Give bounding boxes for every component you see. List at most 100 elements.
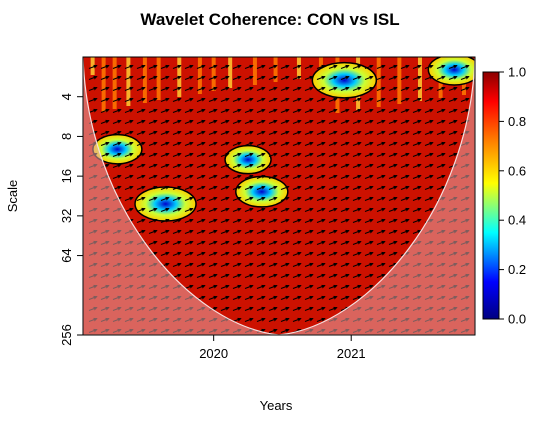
- phase-arrow: [448, 108, 458, 113]
- phase-arrow: [328, 240, 338, 245]
- phase-arrow: [124, 86, 134, 91]
- phase-arrow: [340, 130, 350, 135]
- phase-arrow: [232, 185, 242, 190]
- phase-arrow: [196, 108, 206, 113]
- phase-arrow: [136, 64, 146, 69]
- phase-arrow: [436, 64, 446, 69]
- phase-arrow: [340, 295, 350, 300]
- phase-arrow: [364, 108, 374, 113]
- phase-arrow: [256, 262, 266, 267]
- phase-arrow: [280, 119, 290, 124]
- phase-arrow: [196, 75, 206, 80]
- phase-arrow: [292, 229, 302, 234]
- phase-arrow: [208, 86, 218, 91]
- phase-arrow: [124, 163, 134, 168]
- phase-arrow: [256, 108, 266, 113]
- phase-arrow: [364, 163, 374, 168]
- phase-arrow: [364, 152, 374, 157]
- phase-arrow: [280, 97, 290, 102]
- phase-arrow: [184, 108, 194, 113]
- phase-arrow: [160, 64, 170, 69]
- phase-arrow: [304, 229, 314, 234]
- phase-arrow: [376, 174, 386, 179]
- colorbar-ticks: 0.0 0.2 0.4 0.6 0.8 1.0: [499, 65, 526, 327]
- phase-arrow: [364, 251, 374, 256]
- phase-arrow: [208, 152, 218, 157]
- phase-arrow: [376, 108, 386, 113]
- phase-arrow: [124, 185, 134, 190]
- x-axis-label: Years: [260, 398, 293, 413]
- phase-arrow: [112, 108, 122, 113]
- phase-arrow: [352, 262, 362, 267]
- phase-arrow: [268, 207, 278, 212]
- phase-arrow: [304, 174, 314, 179]
- phase-arrow: [232, 174, 242, 179]
- phase-arrow: [184, 240, 194, 245]
- phase-arrow: [148, 229, 158, 234]
- phase-arrow: [412, 229, 422, 234]
- phase-arrow: [376, 64, 386, 69]
- plot-frame: [82, 56, 476, 336]
- phase-arrow: [148, 64, 158, 69]
- phase-arrow: [280, 273, 290, 278]
- phase-arrow: [352, 174, 362, 179]
- y-tick-label: 32: [59, 209, 74, 223]
- phase-arrow: [256, 64, 266, 69]
- phase-arrow: [184, 251, 194, 256]
- phase-arrow: [340, 64, 350, 69]
- phase-arrow: [316, 97, 326, 102]
- phase-arrow: [352, 86, 362, 91]
- phase-arrow: [232, 141, 242, 146]
- phase-arrow: [172, 196, 182, 201]
- phase-arrow: [364, 240, 374, 245]
- phase-arrow: [268, 284, 278, 289]
- phase-arrow: [244, 207, 254, 212]
- phase-arrow: [136, 130, 146, 135]
- phase-arrow: [280, 251, 290, 256]
- phase-arrow: [436, 174, 446, 179]
- phase-arrow: [208, 196, 218, 201]
- phase-arrow: [196, 130, 206, 135]
- phase-arrow: [304, 108, 314, 113]
- phase-arrow: [112, 152, 122, 157]
- phase-arrow: [292, 251, 302, 256]
- phase-arrow: [268, 317, 278, 322]
- phase-arrow: [124, 108, 134, 113]
- low-coherence-region: [224, 144, 272, 175]
- phase-arrow: [424, 141, 434, 146]
- phase-arrow: [400, 240, 410, 245]
- phase-arrow: [424, 75, 434, 80]
- phase-arrow: [268, 152, 278, 157]
- phase-arrow: [196, 174, 206, 179]
- streak-mark: [211, 57, 216, 91]
- phase-arrow: [136, 97, 146, 102]
- phase-arrow: [112, 97, 122, 102]
- phase-arrow: [304, 75, 314, 80]
- phase-arrow: [304, 119, 314, 124]
- phase-arrow: [328, 108, 338, 113]
- phase-arrow: [400, 130, 410, 135]
- phase-arrow: [400, 163, 410, 168]
- phase-arrow: [136, 163, 146, 168]
- phase-arrow: [232, 229, 242, 234]
- phase-arrow: [244, 284, 254, 289]
- phase-arrow: [208, 273, 218, 278]
- phase-arrow: [256, 86, 266, 91]
- phase-arrow: [148, 108, 158, 113]
- phase-arrow: [268, 185, 278, 190]
- phase-arrow: [436, 185, 446, 190]
- phase-arrow: [136, 141, 146, 146]
- phase-arrow: [196, 207, 206, 212]
- phase-arrow: [340, 273, 350, 278]
- phase-arrow: [400, 108, 410, 113]
- phase-arrow: [196, 273, 206, 278]
- phase-arrow: [160, 86, 170, 91]
- phase-arrow: [364, 141, 374, 146]
- phase-arrow: [304, 141, 314, 146]
- phase-arrow: [400, 119, 410, 124]
- phase-arrow: [136, 218, 146, 223]
- phase-arrow: [148, 207, 158, 212]
- phase-arrow: [172, 152, 182, 157]
- phase-arrow: [448, 86, 458, 91]
- phase-arrow: [160, 229, 170, 234]
